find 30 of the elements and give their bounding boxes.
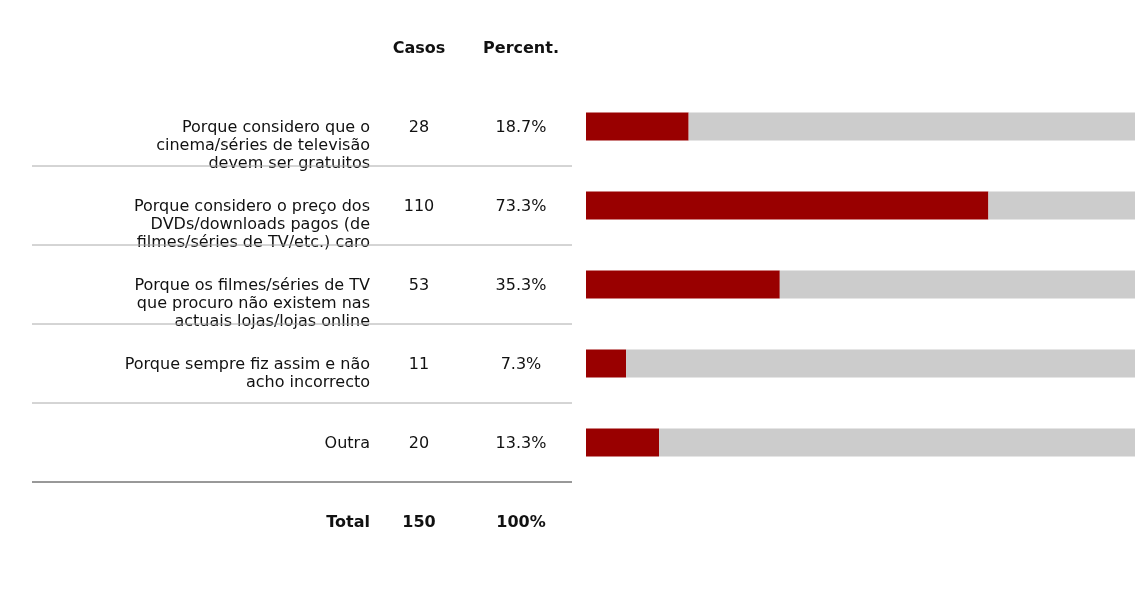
bar — [586, 191, 989, 220]
y-tick-label: Porque os filmes/séries de TV que procuro não existem nas actuais lojas/lojas online — [134, 274, 371, 330]
bar — [586, 112, 689, 141]
y-tick-label: Porque sempre fiz assim e não acho incorrecto — [124, 353, 370, 391]
bar — [659, 428, 1135, 457]
text: 20 — [408, 432, 430, 452]
text: Total — [326, 511, 370, 531]
bar — [988, 191, 1135, 220]
text: Casos — [392, 37, 446, 57]
data-label: 35.3% — [495, 274, 547, 294]
y-tick-label: Porque considero o preço dos DVDs/downloads pagos (de filmes/séries de TV/etc.) caro — [133, 195, 370, 251]
data-label: 73.3% — [495, 195, 547, 215]
text: 100% — [496, 511, 546, 531]
bar — [586, 270, 780, 299]
text: 53 — [408, 274, 430, 294]
bar — [586, 428, 660, 457]
y-tick-label: Porque considero que o cinema/séries de televisão devem ser gratuitos — [156, 116, 370, 172]
y-tick-label: Outra — [324, 432, 370, 452]
text: Percent. — [483, 37, 559, 57]
data-label: 18.7% — [495, 116, 547, 136]
text: 28 — [408, 116, 430, 136]
text: 110 — [403, 195, 435, 215]
data-label: 7.3% — [500, 353, 542, 373]
bar — [779, 270, 1135, 299]
text: 150 — [402, 511, 436, 531]
bar — [626, 349, 1135, 378]
bar — [586, 349, 627, 378]
text: 11 — [408, 353, 430, 373]
bar — [688, 112, 1135, 141]
data-label: 13.3% — [495, 432, 547, 452]
